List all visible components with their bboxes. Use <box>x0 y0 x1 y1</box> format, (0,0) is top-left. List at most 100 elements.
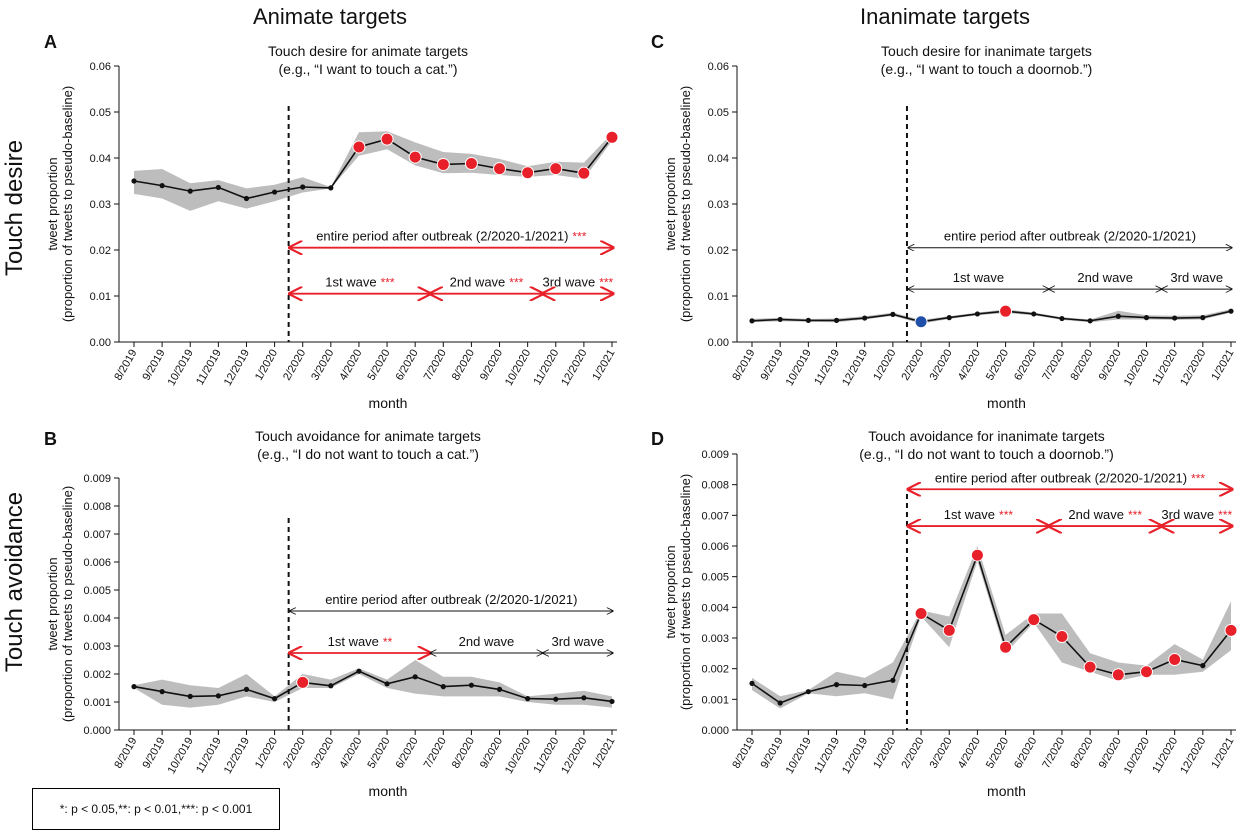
y-tick-label: 0.01 <box>90 291 111 303</box>
data-point <box>1031 311 1037 317</box>
x-tick-label: 8/2020 <box>1068 736 1095 771</box>
significance-stars: *** <box>1128 508 1142 522</box>
data-point <box>412 674 418 680</box>
significance-stars: *** <box>1191 471 1205 485</box>
period-label: 3rd wave *** <box>542 275 613 290</box>
panel-subtitle: (e.g., “I do not want to touch a cat.”) <box>257 446 479 462</box>
confidence-band <box>134 660 612 708</box>
x-tick-label: 12/2020 <box>559 736 589 776</box>
period-label: 1st wave *** <box>944 507 1014 522</box>
confidence-band <box>134 131 612 211</box>
column-title-animate: Animate targets <box>253 4 407 29</box>
row-title-touch-desire: Touch desire <box>1 140 28 276</box>
x-axis-label: month <box>987 783 1026 799</box>
x-tick-label: 6/2020 <box>394 348 421 383</box>
panel-letter: D <box>651 429 664 449</box>
x-tick-label: 4/2020 <box>337 736 364 771</box>
data-point <box>159 689 165 695</box>
x-tick-label: 9/2019 <box>140 736 167 771</box>
data-point <box>1087 318 1093 324</box>
confidence-band <box>752 309 1231 324</box>
x-tick-label: 7/2020 <box>1040 348 1067 383</box>
data-point <box>328 185 334 191</box>
period-label: 3rd wave *** <box>1161 507 1232 522</box>
panel-title: Touch avoidance for inanimate targets <box>868 428 1105 444</box>
x-axis-label: month <box>369 395 408 411</box>
data-point-significant-increase <box>436 157 450 171</box>
data-point <box>215 184 221 191</box>
data-point-significant-decrease <box>914 315 928 329</box>
x-tick-label: 11/2020 <box>1150 348 1180 388</box>
data-point <box>271 696 278 702</box>
panel-title: Touch desire for animate targets <box>268 43 468 59</box>
y-tick-label: 0.006 <box>83 557 111 569</box>
series-line <box>133 670 613 703</box>
data-point-significant-increase <box>549 162 563 176</box>
significance-legend: *: p < 0.05, **: p < 0.01, *** : p < 0.0… <box>32 788 280 830</box>
x-tick-label: 2/2020 <box>281 736 308 771</box>
x-tick-label: 5/2020 <box>365 736 392 771</box>
x-tick-label: 12/2020 <box>1178 348 1208 388</box>
data-point-significant-increase <box>605 130 619 144</box>
x-tick-label: 4/2020 <box>337 348 364 383</box>
x-tick-label: 9/2020 <box>1097 348 1124 383</box>
x-tick-label: 6/2020 <box>1012 736 1039 771</box>
panel-letter: B <box>44 429 57 449</box>
data-point <box>440 684 446 690</box>
data-point-significant-increase <box>352 140 366 154</box>
period-label: entire period after outbreak (2/2020-1/2… <box>325 592 577 607</box>
y-axis-label: tweet proportion <box>663 157 678 250</box>
x-tick-label: 11/2019 <box>812 736 842 776</box>
data-point <box>946 315 952 321</box>
confidence-band <box>752 546 1231 709</box>
x-tick-label: 5/2020 <box>365 348 392 383</box>
data-point-significant-increase <box>942 623 956 637</box>
x-axis-label: month <box>369 783 408 799</box>
y-tick-label: 0.002 <box>83 669 111 681</box>
x-tick-label: 2/2020 <box>281 348 308 383</box>
data-point <box>384 681 390 687</box>
panel-a: A Touch desire for animate targets (e.g., … <box>44 32 619 411</box>
period-label: entire period after outbreak (2/2020-1/2… <box>935 470 1206 485</box>
panel-title: Touch avoidance for animate targets <box>255 428 481 444</box>
data-point-significant-increase <box>1111 668 1125 682</box>
data-point <box>1115 313 1121 319</box>
y-axis-label-secondary: (proportion of tweets to pseudo-baseline… <box>678 86 693 322</box>
data-point <box>833 317 840 323</box>
data-point <box>356 668 362 674</box>
x-tick-label: 10/2019 <box>166 736 196 776</box>
y-tick-label: 0.003 <box>83 641 111 653</box>
data-point-significant-increase <box>521 166 535 180</box>
x-tick-label: 10/2020 <box>503 348 533 388</box>
x-tick-label: 4/2020 <box>956 736 983 771</box>
x-tick-label: 12/2020 <box>559 348 589 388</box>
y-axis-label: tweet proportion <box>45 557 60 650</box>
x-tick-label: 5/2020 <box>984 348 1011 383</box>
y-tick-label: 0.001 <box>701 694 729 706</box>
x-tick-label: 10/2019 <box>784 736 814 776</box>
x-tick-label: 8/2020 <box>1068 348 1095 383</box>
data-point <box>1228 308 1234 314</box>
x-tick-label: 11/2020 <box>1150 736 1180 776</box>
x-tick-label: 10/2020 <box>1122 736 1152 776</box>
data-point <box>468 682 475 688</box>
data-point <box>609 698 615 705</box>
y-axis-label: tweet proportion <box>663 545 678 638</box>
x-tick-label: 1/2021 <box>1209 348 1236 383</box>
panel-d: D Touch avoidance for inanimate targets (e… <box>651 428 1238 799</box>
y-tick-label: 0.03 <box>708 199 729 211</box>
legend-sig3-text: : p < 0.001 <box>195 802 253 816</box>
data-point <box>131 684 137 690</box>
period-label: 1st wave <box>953 270 1004 285</box>
data-point-significant-increase <box>999 640 1013 654</box>
x-tick-label: 1/2021 <box>590 736 617 771</box>
data-point <box>328 683 334 689</box>
data-point <box>300 184 306 190</box>
y-tick-label: 0.008 <box>701 480 729 492</box>
x-tick-label: 11/2019 <box>194 348 224 388</box>
period-label: entire period after outbreak (2/2020-1/2… <box>944 229 1196 244</box>
data-point <box>215 693 221 699</box>
y-tick-label: 0.03 <box>90 199 111 211</box>
x-tick-label: 3/2020 <box>928 348 955 383</box>
row-title-touch-avoidance: Touch avoidance <box>1 492 28 672</box>
